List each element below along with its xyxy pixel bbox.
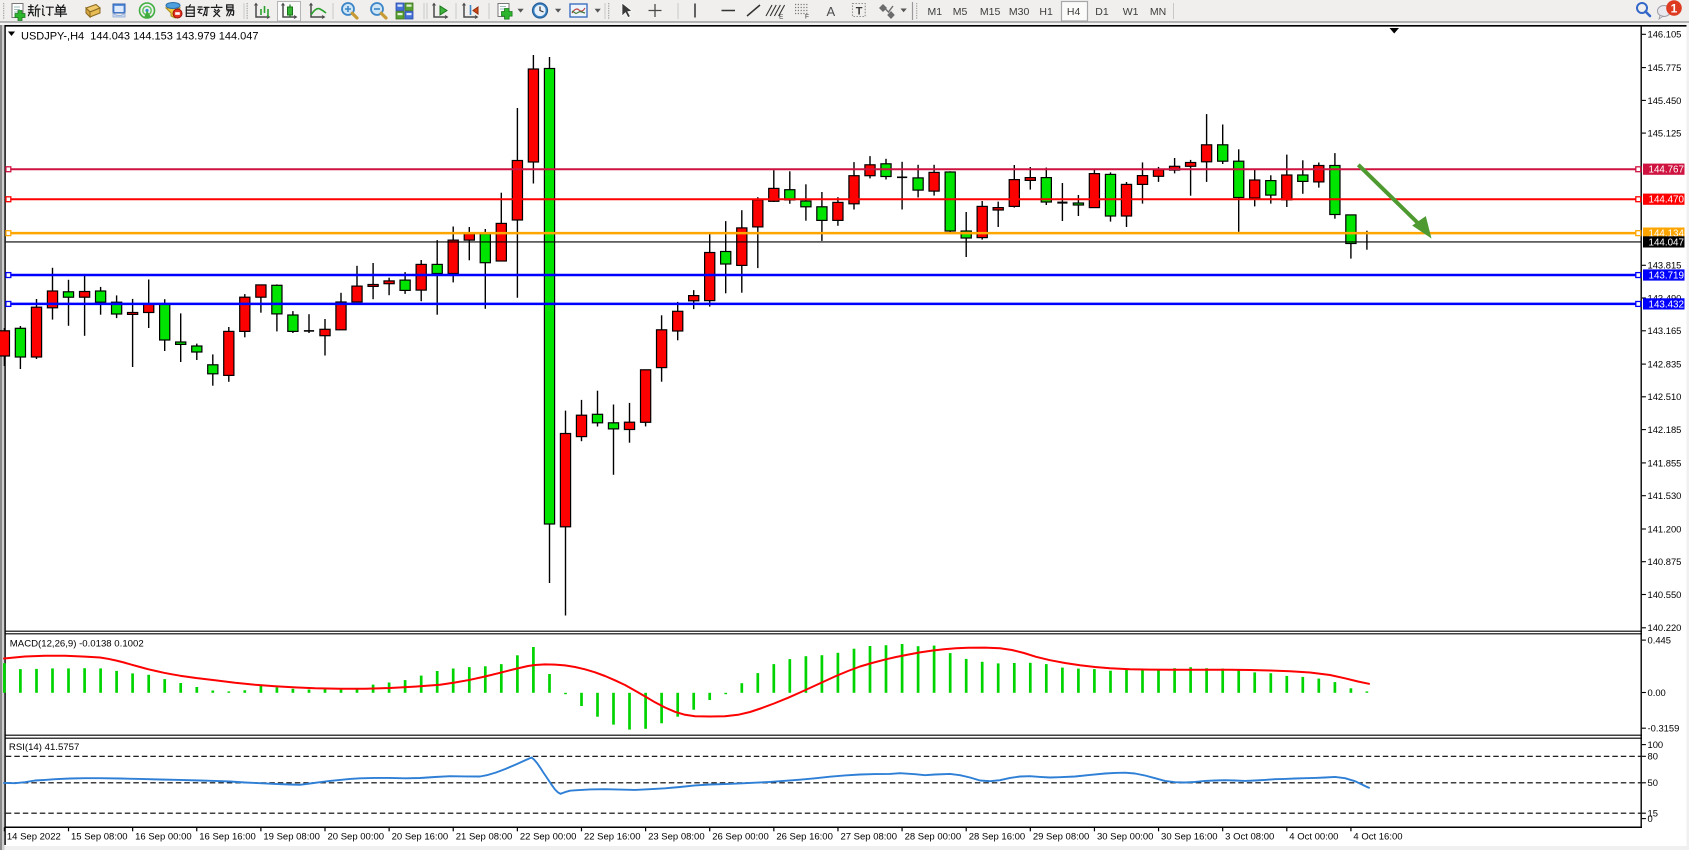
- svg-text:142.185: 142.185: [1648, 424, 1682, 435]
- svg-text:M30: M30: [1009, 6, 1030, 18]
- svg-text:143.815: 143.815: [1648, 260, 1682, 271]
- svg-text:USDJPY-,H4 144.043 144.153 14: USDJPY-,H4 144.043 144.153 143.979 144.0…: [21, 31, 259, 43]
- svg-text:20 Sep 00:00: 20 Sep 00:00: [328, 832, 385, 843]
- svg-text:16 Sep 16:00: 16 Sep 16:00: [199, 832, 256, 843]
- svg-text:143.490: 143.490: [1648, 292, 1682, 303]
- svg-text:144.470: 144.470: [1649, 195, 1685, 206]
- svg-text:145.775: 145.775: [1648, 62, 1682, 73]
- svg-text:M1: M1: [928, 6, 943, 18]
- svg-text:142.835: 142.835: [1648, 359, 1682, 370]
- svg-text:140.220: 140.220: [1648, 622, 1682, 633]
- svg-text:M15: M15: [980, 6, 1001, 18]
- svg-text:3 Oct 08:00: 3 Oct 08:00: [1225, 832, 1274, 843]
- svg-text:50: 50: [1648, 777, 1658, 788]
- svg-text:F: F: [805, 14, 809, 21]
- svg-text:143.432: 143.432: [1649, 299, 1684, 310]
- svg-text:141.530: 141.530: [1648, 490, 1682, 501]
- svg-text:144.767: 144.767: [1649, 165, 1684, 176]
- svg-text:E: E: [779, 14, 784, 21]
- svg-text:30 Sep 16:00: 30 Sep 16:00: [1161, 832, 1218, 843]
- svg-text:21 Sep 08:00: 21 Sep 08:00: [456, 832, 513, 843]
- svg-text:141.855: 141.855: [1648, 457, 1682, 468]
- svg-text:15 Sep 08:00: 15 Sep 08:00: [71, 832, 128, 843]
- svg-text:M5: M5: [953, 6, 968, 18]
- svg-text:20 Sep 16:00: 20 Sep 16:00: [392, 832, 449, 843]
- svg-text:W1: W1: [1123, 6, 1139, 18]
- svg-text:145.125: 145.125: [1648, 128, 1682, 139]
- svg-text:141.200: 141.200: [1648, 523, 1682, 534]
- svg-text:A: A: [827, 4, 836, 19]
- svg-text:143.719: 143.719: [1649, 271, 1684, 282]
- svg-text:1: 1: [1671, 1, 1678, 15]
- svg-text:30 Sep 00:00: 30 Sep 00:00: [1097, 832, 1154, 843]
- svg-text:26 Sep 00:00: 26 Sep 00:00: [712, 832, 769, 843]
- svg-text:22 Sep 16:00: 22 Sep 16:00: [584, 832, 641, 843]
- svg-text:16 Sep 00:00: 16 Sep 00:00: [135, 832, 192, 843]
- svg-text:RSI(14) 41.5757: RSI(14) 41.5757: [9, 742, 79, 753]
- svg-text:100: 100: [1648, 739, 1664, 750]
- svg-text:15: 15: [1648, 808, 1658, 819]
- svg-text:140.550: 140.550: [1648, 589, 1682, 600]
- svg-text:27 Sep 08:00: 27 Sep 08:00: [840, 832, 897, 843]
- svg-text:142.510: 142.510: [1648, 391, 1682, 402]
- svg-text:28 Sep 16:00: 28 Sep 16:00: [969, 832, 1026, 843]
- svg-text:D1: D1: [1095, 6, 1109, 18]
- svg-text:14 Sep 2022: 14 Sep 2022: [7, 832, 61, 843]
- svg-text:0: 0: [1648, 813, 1653, 824]
- svg-text:28 Sep 00:00: 28 Sep 00:00: [905, 832, 962, 843]
- svg-text:MACD(12,26,9) -0.0138 0.1002: MACD(12,26,9) -0.0138 0.1002: [10, 638, 144, 649]
- svg-text:4 Oct 00:00: 4 Oct 00:00: [1289, 832, 1338, 843]
- svg-text:19 Sep 08:00: 19 Sep 08:00: [263, 832, 320, 843]
- svg-text:-0.3159: -0.3159: [1648, 723, 1680, 734]
- svg-text:22 Sep 00:00: 22 Sep 00:00: [520, 832, 577, 843]
- svg-text:H4: H4: [1067, 6, 1081, 18]
- svg-text:0.445: 0.445: [1648, 635, 1671, 646]
- svg-text:29 Sep 08:00: 29 Sep 08:00: [1033, 832, 1090, 843]
- svg-text:145.450: 145.450: [1648, 95, 1682, 106]
- svg-text:26 Sep 16:00: 26 Sep 16:00: [776, 832, 833, 843]
- svg-text:144.047: 144.047: [1649, 237, 1684, 248]
- svg-text:146.105: 146.105: [1648, 29, 1682, 40]
- svg-text:MN: MN: [1150, 6, 1166, 18]
- svg-text:0.00: 0.00: [1648, 687, 1666, 698]
- svg-text:23 Sep 08:00: 23 Sep 08:00: [648, 832, 705, 843]
- svg-text:4 Oct 16:00: 4 Oct 16:00: [1353, 832, 1402, 843]
- svg-text:144.134: 144.134: [1649, 229, 1685, 240]
- svg-text:H1: H1: [1039, 6, 1053, 18]
- svg-text:80: 80: [1648, 751, 1658, 762]
- svg-text:T: T: [856, 5, 863, 17]
- svg-text:140.875: 140.875: [1648, 556, 1682, 567]
- svg-text:143.165: 143.165: [1648, 325, 1682, 336]
